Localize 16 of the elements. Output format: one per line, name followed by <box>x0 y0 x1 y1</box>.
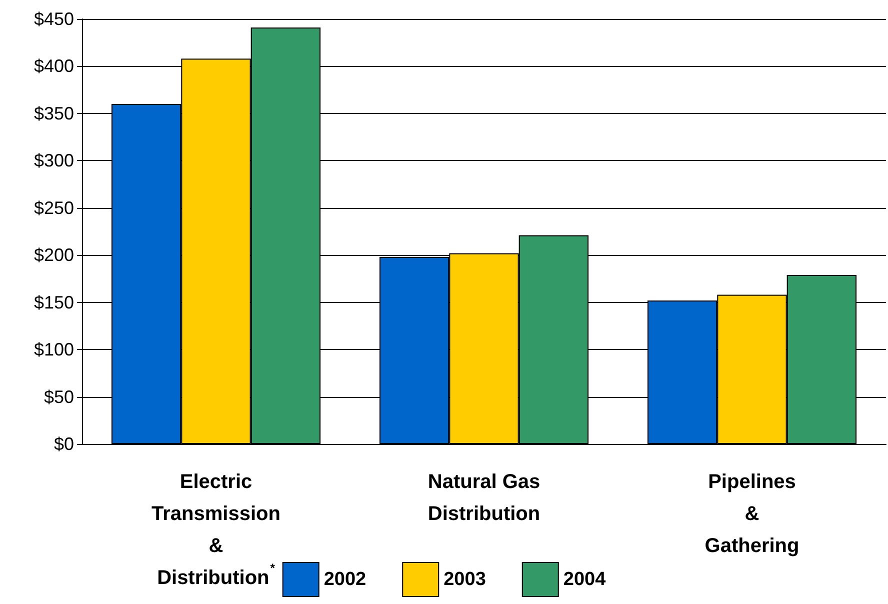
y-tick-label: $300 <box>34 150 74 171</box>
y-tick-label: $250 <box>34 198 74 218</box>
x-tick-label: Electric Transmission & Distribution* <box>152 471 280 589</box>
y-tick-label: $100 <box>34 340 74 360</box>
y-tick-label: $0 <box>54 434 74 454</box>
y-tick-label: $150 <box>34 292 74 312</box>
legend-label: 2002 <box>324 569 366 590</box>
legend-label: 2003 <box>444 569 486 590</box>
x-tick-label: Pipelines & Gathering <box>704 471 800 557</box>
legend-label: 2004 <box>563 569 606 590</box>
x-tick-label: Natural Gas Distribution <box>428 471 540 525</box>
y-tick-label: $200 <box>34 245 74 266</box>
y-tick-label: $350 <box>34 103 74 124</box>
y-tick-label: $50 <box>44 386 74 407</box>
y-tick-label: $450 <box>34 9 74 29</box>
y-tick-label: $400 <box>34 56 74 76</box>
